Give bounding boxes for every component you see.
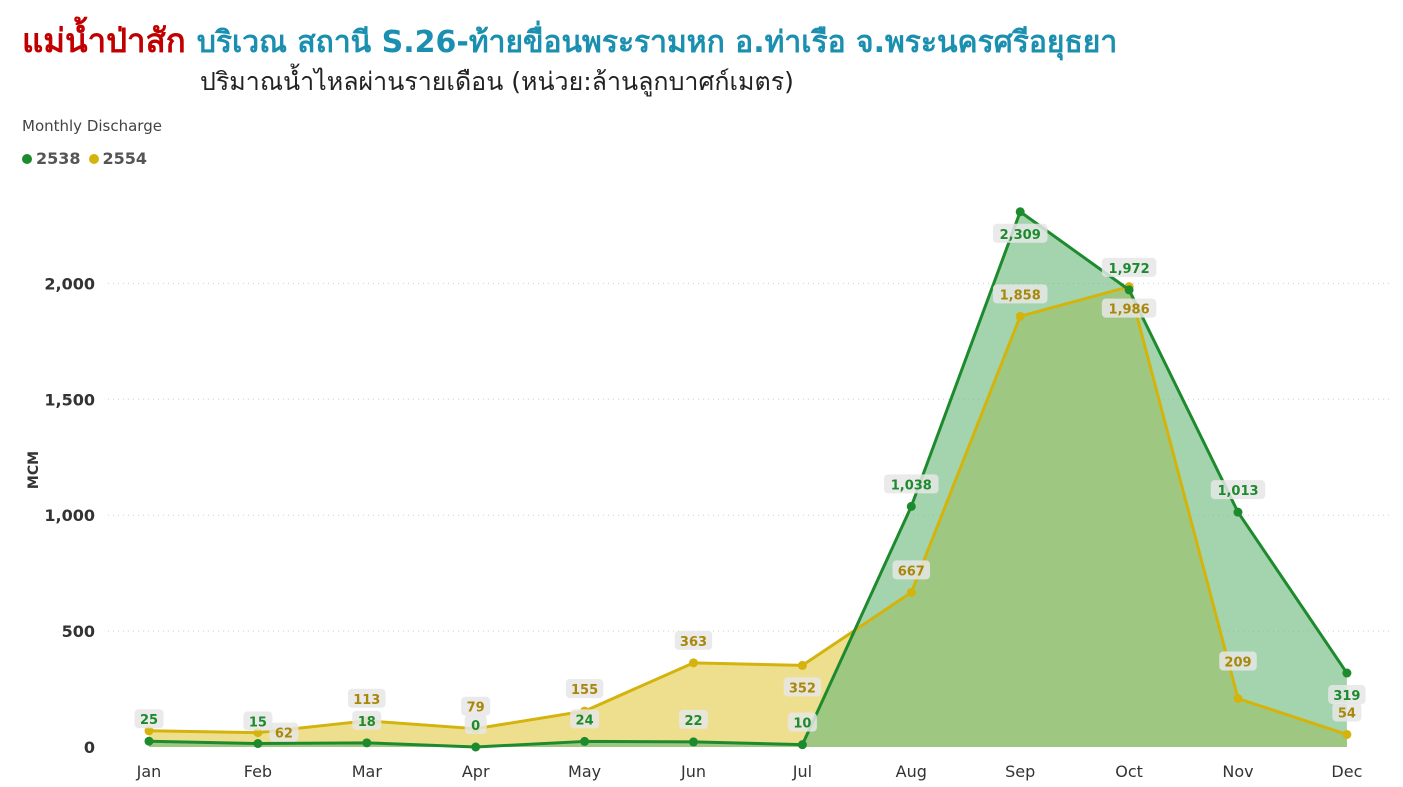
data-label-bg-2538-sep — [992, 223, 1048, 243]
line-2554 — [148, 285, 1348, 736]
point-2554-jan — [144, 726, 154, 736]
data-label-bg-2554-sep — [992, 284, 1048, 304]
data-label-2538-feb: 15 — [249, 716, 267, 731]
data-label-bg-2554-apr — [461, 696, 491, 716]
point-2554-sep — [1015, 311, 1025, 321]
data-label-2554-jun: 363 — [680, 635, 707, 650]
y-tick-label-1500: 1,500 — [44, 390, 95, 409]
point-2554-aug — [906, 587, 916, 597]
point-2538-nov — [1233, 507, 1243, 517]
data-label-2554-nov: 209 — [1224, 656, 1251, 671]
legend-item-2554[interactable]: 2554 — [88, 149, 148, 168]
x-tick-label-mar: Mar — [352, 762, 383, 781]
data-label-2538-jan: 25 — [140, 713, 158, 728]
data-label-bg-2554-may — [565, 679, 604, 699]
data-label-2554-jul: 352 — [789, 681, 816, 696]
data-label-bg-2538-jan — [134, 709, 164, 729]
line-2538 — [148, 210, 1349, 749]
data-label-bg-2538-apr — [464, 715, 487, 734]
data-label-bg-2554-jul — [783, 677, 822, 697]
x-tick-label-oct: Oct — [1115, 762, 1143, 781]
data-label-2538-mar: 18 — [358, 715, 376, 730]
data-label-2538-apr: 0 — [471, 719, 480, 734]
data-label-bg-2538-mar — [352, 710, 382, 730]
page-title: แม่น้ำป่าสัก บริเวณ สถานี S.26-ท้ายขื่อน… — [22, 14, 1117, 67]
point-2554-nov — [1233, 694, 1243, 704]
area-2538 — [149, 211, 1347, 747]
point-2554-dec — [1342, 729, 1352, 739]
x-tick-label-may: May — [568, 762, 601, 781]
chart-legend: 2538 2554 — [22, 149, 155, 168]
x-tick-label-aug: Aug — [896, 762, 927, 781]
point-2538-dec — [1342, 668, 1352, 678]
data-label-bg-2538-nov — [1210, 480, 1266, 500]
data-label-2554-apr: 79 — [467, 701, 485, 716]
data-label-bg-2538-aug — [884, 474, 939, 494]
data-label-2538-aug: 1,038 — [891, 478, 932, 493]
data-label-bg-2554-feb — [269, 722, 299, 742]
legend-marker-2554 — [88, 153, 99, 164]
point-2538-jun — [689, 737, 698, 747]
point-2554-jul — [797, 660, 807, 670]
y-tick-label-500: 500 — [62, 622, 95, 641]
data-label-2554-aug: 667 — [898, 564, 925, 579]
y-tick-label-0: 0 — [84, 738, 95, 757]
data-label-2538-jun: 22 — [684, 714, 702, 729]
point-2538-jan — [144, 736, 154, 746]
data-label-2554-sep: 1,858 — [1000, 288, 1041, 303]
legend-label-2538: 2538 — [36, 149, 81, 168]
legend-label-2554: 2554 — [102, 149, 148, 168]
x-tick-label-sep: Sep — [1005, 762, 1035, 781]
data-label-bg-2538-may — [570, 709, 600, 729]
point-2554-jun — [689, 658, 698, 668]
data-label-bg-2554-dec — [1332, 702, 1362, 722]
data-label-bg-2554-oct — [1101, 298, 1157, 318]
data-label-2538-may: 24 — [576, 713, 594, 728]
data-label-bg-2554-jun — [674, 630, 713, 650]
data-label-bg-2554-nov — [1219, 651, 1257, 671]
data-label-2554-oct: 1,986 — [1109, 303, 1150, 318]
point-2538-sep — [1015, 207, 1025, 217]
legend-marker-2538 — [22, 153, 32, 164]
point-2538-aug — [906, 501, 916, 511]
station-location: บริเวณ สถานี S.26-ท้ายขื่อนพระรามหก อ.ท่… — [196, 25, 1118, 60]
data-label-2538-sep: 2,309 — [1000, 228, 1041, 243]
legend-title: Monthly Discharge — [22, 117, 162, 135]
point-2538-feb — [253, 739, 263, 749]
data-label-2538-jul: 10 — [793, 717, 811, 732]
point-2538-jul — [797, 740, 807, 750]
point-2538-may — [580, 736, 590, 746]
data-label-2538-dec: 319 — [1333, 689, 1360, 704]
y-tick-label-2000: 2,000 — [44, 274, 95, 293]
data-label-bg-2554-mar — [348, 688, 386, 708]
data-label-bg-2538-feb — [243, 711, 273, 731]
data-label-2538-nov: 1,013 — [1217, 484, 1258, 499]
data-label-2538-oct: 1,972 — [1109, 262, 1150, 277]
x-tick-label-jan: Jan — [136, 762, 162, 781]
data-label-bg-2538-jul — [787, 712, 817, 732]
x-tick-label-feb: Feb — [244, 762, 272, 781]
x-tick-label-jul: Jul — [792, 762, 812, 781]
data-label-bg-2538-oct — [1101, 257, 1157, 277]
data-label-2554-feb: 62 — [275, 727, 293, 742]
river-name: แม่น้ำป่าสัก — [22, 21, 186, 60]
y-axis-label: MCM — [26, 451, 42, 489]
x-tick-label-jun: Jun — [680, 762, 706, 781]
x-tick-label-dec: Dec — [1331, 762, 1362, 781]
data-label-2554-dec: 54 — [1338, 706, 1356, 721]
data-label-bg-2554-aug — [892, 560, 931, 580]
data-label-bg-2538-dec — [1328, 685, 1366, 705]
data-label-bg-2538-jun — [679, 709, 708, 729]
x-tick-label-nov: Nov — [1222, 762, 1253, 781]
x-tick-label-apr: Apr — [462, 762, 490, 781]
data-label-2554-mar: 113 — [353, 693, 380, 708]
data-label-2554-may: 155 — [571, 683, 598, 698]
point-2538-mar — [362, 738, 372, 748]
y-tick-label-1000: 1,000 — [44, 506, 95, 525]
page-subtitle: ปริมาณน้ำไหลผ่านรายเดือน (หน่วย:ล้านลูกบ… — [200, 67, 794, 96]
point-2538-oct — [1124, 285, 1134, 295]
point-2538-apr — [471, 742, 481, 752]
legend-item-2538[interactable]: 2538 — [22, 149, 81, 168]
